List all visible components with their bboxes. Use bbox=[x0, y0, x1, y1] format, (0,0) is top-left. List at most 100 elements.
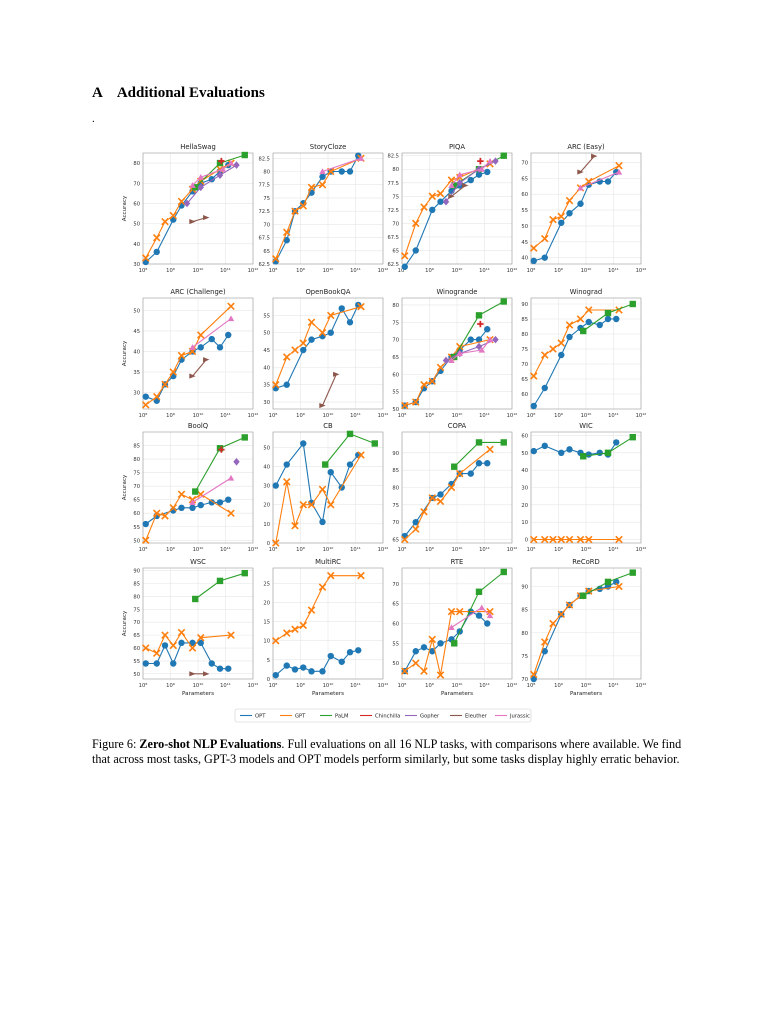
series-opt bbox=[530, 315, 620, 410]
opt-point bbox=[484, 326, 491, 333]
series-line bbox=[451, 339, 491, 361]
opt-point bbox=[484, 620, 491, 627]
subplot-title: BoolQ bbox=[188, 422, 208, 430]
subplot-arc-challenge-: ARC (Challenge) 30 35 40 45 50 10⁸ 10⁹ 10¹⁰ 10¹¹ 1… bbox=[122, 288, 258, 419]
series-line bbox=[533, 171, 617, 262]
y-tick-label: 70 bbox=[392, 338, 399, 344]
legend-entry-gopher: Gopher bbox=[405, 714, 440, 720]
opt-point bbox=[467, 336, 474, 343]
series-gpt bbox=[400, 607, 494, 679]
eleuther-point bbox=[333, 371, 340, 377]
series-line bbox=[580, 171, 620, 189]
y-tick-label: 55 bbox=[263, 313, 270, 319]
x-tick-label: 10¹² bbox=[378, 268, 389, 274]
x-tick-label: 10⁸ bbox=[398, 683, 407, 689]
gpt-point bbox=[436, 671, 445, 679]
y-tick-label: 82.5 bbox=[258, 156, 270, 162]
series-line bbox=[275, 649, 359, 676]
opt-point bbox=[300, 440, 307, 447]
opt-point bbox=[596, 321, 603, 329]
gopher-point bbox=[233, 457, 240, 466]
opt-point bbox=[412, 518, 419, 526]
gpt-point bbox=[307, 183, 316, 192]
y-tick-label: 65 bbox=[521, 377, 528, 383]
opt-point bbox=[338, 168, 345, 175]
gpt-point bbox=[540, 535, 549, 544]
opt-point bbox=[429, 648, 436, 655]
gpt-point bbox=[177, 628, 186, 637]
x-tick-label: 10⁹ bbox=[425, 413, 434, 419]
x-tick-label: 10¹⁰ bbox=[323, 413, 334, 419]
x-tick-label: 10⁸ bbox=[269, 268, 278, 274]
subplot-title: HellaSwag bbox=[180, 143, 216, 151]
opt-point bbox=[161, 642, 169, 649]
series-line bbox=[145, 305, 232, 406]
y-tick-label: 80 bbox=[392, 303, 399, 309]
y-tick-label: 67.5 bbox=[387, 235, 399, 241]
y-tick-label: 70 bbox=[392, 520, 399, 526]
opt-point bbox=[283, 381, 290, 388]
subplot-cb: CB 0 10 20 30 40 50 10⁸ 10⁹ 10¹⁰ 10¹¹ 10¹² bbox=[263, 422, 388, 553]
y-tick-label: 35 bbox=[263, 383, 270, 389]
series-line bbox=[192, 162, 232, 186]
gpt-point bbox=[615, 582, 623, 591]
y-tick-label: 20 bbox=[263, 600, 270, 606]
series-line bbox=[275, 304, 359, 389]
x-tick-label: 10⁸ bbox=[398, 547, 407, 553]
subplot-title: ARC (Challenge) bbox=[170, 288, 226, 296]
y-tick-label: 60 bbox=[133, 511, 140, 517]
x-tick-label: 10¹² bbox=[378, 683, 389, 689]
gpt-point bbox=[584, 535, 593, 544]
jurassic-point bbox=[448, 357, 455, 363]
plot-frame bbox=[142, 431, 254, 544]
y-tick-label: 50 bbox=[133, 222, 140, 228]
y-tick-label: 60 bbox=[133, 646, 140, 652]
eleuther-point bbox=[203, 671, 210, 677]
gpt-point bbox=[326, 500, 335, 509]
gpt-point bbox=[436, 189, 445, 198]
opt-point bbox=[346, 319, 354, 326]
series-gopher bbox=[183, 161, 240, 208]
gpt-point bbox=[420, 508, 428, 516]
x-tick-label: 10⁸ bbox=[139, 547, 148, 553]
legend-entry-palm: PaLM bbox=[320, 714, 348, 720]
y-tick-label: 5 bbox=[267, 658, 270, 664]
eleuther-point bbox=[189, 373, 196, 379]
opt-point bbox=[613, 439, 620, 446]
palm-point bbox=[604, 449, 612, 457]
y-tick-label: 40 bbox=[521, 256, 528, 262]
jurassic-point bbox=[448, 182, 455, 189]
series-gpt bbox=[141, 490, 235, 545]
y-tick-label: 75 bbox=[133, 471, 140, 477]
gpt-point bbox=[161, 512, 169, 520]
legend-label: OPT bbox=[255, 714, 266, 720]
y-tick-label: 75 bbox=[521, 654, 528, 660]
gpt-point bbox=[307, 500, 316, 509]
series-jurassic bbox=[577, 168, 623, 191]
opt-point bbox=[541, 254, 548, 261]
x-axis-label: Parameters bbox=[570, 691, 602, 697]
gpt-point bbox=[436, 497, 445, 506]
y-tick-label: 75 bbox=[392, 503, 399, 509]
x-tick-label: 10¹² bbox=[636, 683, 647, 689]
series-line bbox=[194, 572, 245, 600]
opt-point bbox=[585, 318, 592, 326]
gpt-point bbox=[196, 331, 205, 339]
y-tick-label: 65 bbox=[392, 355, 399, 361]
opt-point bbox=[467, 470, 474, 477]
opt-point bbox=[300, 346, 307, 354]
gpt-point bbox=[565, 535, 574, 544]
series-line bbox=[192, 359, 207, 377]
gpt-point bbox=[411, 219, 420, 228]
series-line bbox=[192, 318, 232, 348]
palm-point bbox=[241, 151, 248, 159]
palm-point bbox=[475, 312, 483, 319]
y-tick-label: 72.5 bbox=[258, 209, 270, 215]
opt-point bbox=[541, 384, 548, 392]
x-tick-label: 10¹² bbox=[378, 413, 389, 419]
opt-point bbox=[319, 668, 326, 675]
y-tick-label: 75 bbox=[392, 320, 399, 326]
opt-point bbox=[558, 351, 565, 359]
gopher-point bbox=[492, 157, 499, 165]
y-tick-label: 65 bbox=[521, 176, 528, 182]
